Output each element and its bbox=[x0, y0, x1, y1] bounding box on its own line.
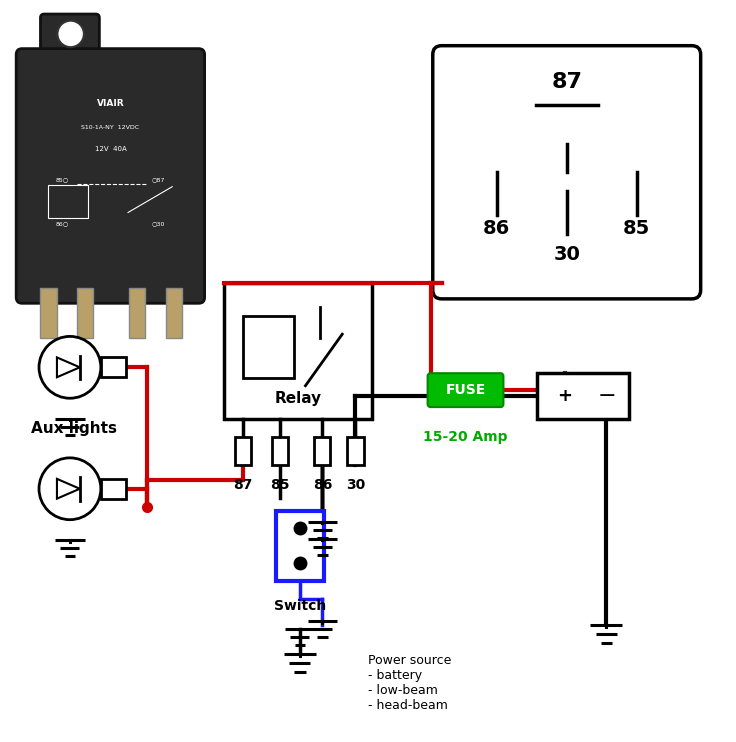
Text: 12V  40A: 12V 40A bbox=[94, 146, 127, 152]
Text: 86: 86 bbox=[483, 220, 510, 238]
Text: ○30: ○30 bbox=[152, 221, 165, 226]
Bar bbox=[272, 437, 288, 465]
Text: Power source
- battery
- low-beam
- head-beam: Power source - battery - low-beam - head… bbox=[368, 654, 451, 712]
Bar bbox=[314, 437, 330, 465]
Text: 85: 85 bbox=[623, 220, 651, 238]
Text: −: − bbox=[598, 386, 617, 406]
Text: 85○: 85○ bbox=[56, 177, 69, 182]
Text: Switch: Switch bbox=[274, 599, 326, 613]
Bar bbox=[101, 358, 126, 377]
Text: 86: 86 bbox=[313, 479, 332, 493]
Polygon shape bbox=[57, 358, 79, 377]
Circle shape bbox=[39, 458, 101, 519]
Text: FUSE: FUSE bbox=[445, 383, 486, 397]
Text: Relay: Relay bbox=[275, 390, 322, 406]
Bar bbox=[40, 288, 57, 338]
Bar bbox=[537, 373, 629, 418]
Polygon shape bbox=[57, 479, 79, 499]
Bar bbox=[129, 288, 145, 338]
Text: 86○: 86○ bbox=[56, 221, 69, 226]
Bar bbox=[347, 437, 364, 465]
Text: ○87: ○87 bbox=[152, 177, 165, 182]
Text: 30: 30 bbox=[553, 245, 580, 264]
Circle shape bbox=[39, 336, 101, 398]
Bar bbox=[243, 316, 294, 378]
Circle shape bbox=[57, 21, 84, 47]
Text: +: + bbox=[557, 387, 573, 405]
FancyBboxPatch shape bbox=[16, 49, 205, 303]
Bar bbox=[77, 288, 93, 338]
FancyBboxPatch shape bbox=[428, 373, 503, 407]
Bar bbox=[224, 283, 372, 418]
Text: 85: 85 bbox=[270, 479, 289, 493]
Bar bbox=[101, 479, 126, 499]
Text: 15-20 Amp: 15-20 Amp bbox=[423, 430, 508, 444]
Bar bbox=[276, 510, 324, 581]
Text: 30: 30 bbox=[346, 479, 365, 493]
Text: 87: 87 bbox=[551, 73, 582, 93]
FancyBboxPatch shape bbox=[40, 14, 99, 65]
Text: VIAIR: VIAIR bbox=[96, 99, 124, 108]
Bar bbox=[48, 186, 88, 218]
Bar bbox=[235, 437, 251, 465]
Text: S10-1A-NY  12VDC: S10-1A-NY 12VDC bbox=[82, 125, 139, 130]
Text: Aux lights: Aux lights bbox=[31, 421, 116, 436]
Bar bbox=[166, 288, 182, 338]
Text: 87: 87 bbox=[233, 479, 252, 493]
FancyBboxPatch shape bbox=[433, 46, 701, 299]
